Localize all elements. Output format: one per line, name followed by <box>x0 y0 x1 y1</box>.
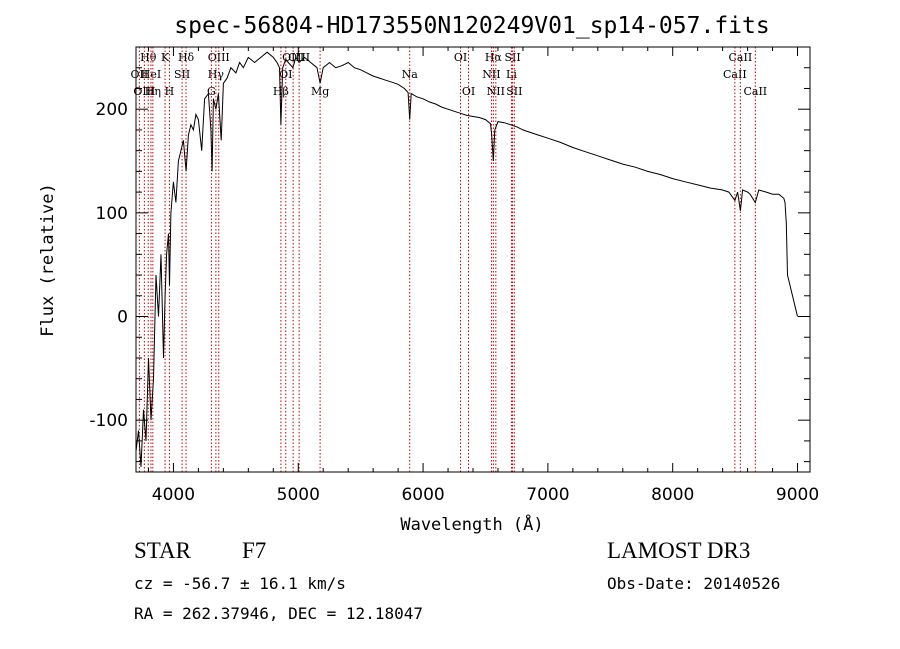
line-marker-label-27: CaII <box>723 68 747 81</box>
line-marker-label-13: OIII <box>288 51 310 64</box>
axis-ticks: 4000 5000 6000 7000 8000 9000 -100 0 100 200 <box>89 46 819 505</box>
line-marker-label-21: SII <box>504 51 520 64</box>
plot-frame <box>135 46 811 473</box>
y-tick-label-1: 0 <box>117 308 128 328</box>
line-marker-label-28: CaII <box>743 85 767 98</box>
line-marker-label-15: Hβ <box>273 85 289 98</box>
line-marker-label-1: OII <box>131 68 149 81</box>
x-tick-label-3: 7000 <box>526 485 569 505</box>
line-marker-label-25: SII <box>506 85 522 98</box>
obs-date: Obs-Date: 20140526 <box>607 574 781 593</box>
line-marker-label-20: Hα <box>485 51 503 64</box>
y-tick-label-3: 200 <box>96 100 128 120</box>
line-marker-label-23: Li <box>506 68 517 81</box>
object-type: STAR <box>134 538 191 563</box>
spectrum-line <box>135 51 798 467</box>
line-marker-label-10: Hγ <box>208 68 225 81</box>
line-marker-label-11: G <box>207 85 216 98</box>
line-marker-label-5: Hη <box>145 85 161 98</box>
y-tick-label-0: -100 <box>89 411 128 431</box>
line-marker-label-26: CaII <box>729 51 753 64</box>
spectral-subclass: F7 <box>242 538 267 563</box>
coordinates: RA = 262.37946, DEC = 12.18047 <box>134 604 423 623</box>
survey-label: LAMOST DR3 <box>607 538 751 563</box>
chart-title: spec-56804-HD173550N120249V01_sp14-057.f… <box>174 13 769 39</box>
line-marker-label-24: NII <box>487 85 505 98</box>
line-marker-label-4: HeI <box>141 68 161 81</box>
line-marker-label-18: OI <box>454 51 467 64</box>
redshift-readout: cz = -56.7 ± 16.1 km/s <box>134 574 346 593</box>
line-marker-label-16: Mg <box>311 85 329 98</box>
x-tick-label-5: 9000 <box>776 485 819 505</box>
line-marker-label-9: OIII <box>208 51 230 64</box>
line-marker-label-8: H <box>165 85 175 98</box>
line-marker-label-17: Na <box>402 68 419 81</box>
line-marker-label-7: SII <box>174 68 190 81</box>
x-tick-label-2: 6000 <box>401 485 444 505</box>
line-marker-label-6: Hδ <box>178 51 195 64</box>
x-tick-label-0: 4000 <box>152 485 195 505</box>
x-tick-label-4: 8000 <box>651 485 694 505</box>
y-tick-label-2: 100 <box>96 204 128 224</box>
x-tick-label-1: 5000 <box>277 485 320 505</box>
line-marker-label-22: NII <box>482 68 500 81</box>
line-marker-label-3: K <box>161 51 170 64</box>
line-markers: HθOIIOIIIKHeIHηHδSIIHOIIIHγGOIIIOIIIOIHβ… <box>131 47 767 472</box>
line-marker-label-0: Hθ <box>140 51 157 64</box>
y-axis-label: Flux (relative) <box>38 183 58 337</box>
line-marker-label-19: OI <box>462 85 475 98</box>
x-axis-label: Wavelength (Å) <box>400 513 543 535</box>
